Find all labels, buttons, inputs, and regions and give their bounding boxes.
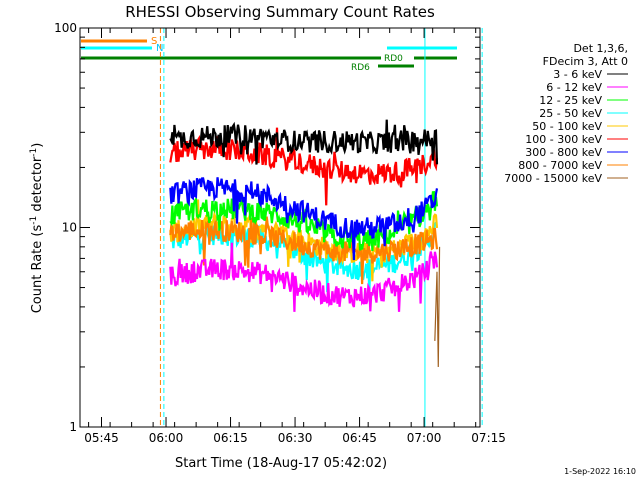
status-label-rd6: RD6 <box>351 63 370 73</box>
y-axis-title: Count Rate (s-1 detector-1) <box>29 143 45 314</box>
y-tick-label-10: 10 <box>62 221 77 235</box>
x-tick-label-07-00: 07:00 <box>407 431 442 445</box>
legend-label-7000-15000-kev: 7000 - 15000 keV <box>504 172 602 185</box>
status-label-night: N <box>156 43 163 54</box>
vertical-markers-layer <box>159 28 483 427</box>
legend-label-800-7000-kev: 800 - 7000 keV <box>518 159 602 172</box>
y-axis-title-sup-2: -1 <box>29 148 39 157</box>
series-800-7000-kev <box>169 216 439 285</box>
x-tick-label-05-45: 05:45 <box>84 431 119 445</box>
x-tick-label-06-15: 06:15 <box>213 431 248 445</box>
y-tick-label-100: 100 <box>54 21 77 35</box>
legend-label-3-6-kev: 3 - 6 keV <box>553 68 602 81</box>
status-label-rd0: RD0 <box>384 54 403 64</box>
legend-label-12-25-kev: 12 - 25 keV <box>539 94 602 107</box>
y-axis-title-part-1: Count Rate (s <box>30 225 45 314</box>
series-line-3-6-kev <box>169 119 439 165</box>
y-axis-title-part-3: ) <box>30 143 45 148</box>
y-axis-title-sup-1: -1 <box>29 216 39 225</box>
status-bars-layer: S N RD0 RD6 <box>81 36 457 73</box>
series-line-6-12-kev <box>169 242 439 312</box>
y-axis-title-part-2: detector <box>30 156 45 216</box>
series-line-300-800-kev <box>169 177 439 261</box>
legend-label-50-100-kev: 50 - 100 keV <box>532 120 602 133</box>
legend-header-line-1: Det 1,3,6, <box>573 42 628 55</box>
x-axis-title: Start Time (18-Aug-17 05:42:02) <box>175 456 387 471</box>
legend-label-25-50-kev: 25 - 50 keV <box>539 107 602 120</box>
legend-label-300-800-kev: 300 - 800 keV <box>525 146 602 159</box>
chart-title: RHESSI Observing Summary Count Rates <box>125 3 435 21</box>
series-6-12-kev <box>169 242 439 312</box>
series-layer <box>169 119 441 367</box>
axis-ticks-layer: 1 10 100 05:45 06:00 06:15 06:30 06:45 07:00 07:1… <box>54 21 506 445</box>
footer-date: 1-Sep-2022 16:10 <box>564 467 636 476</box>
x-tick-label-06-45: 06:45 <box>342 431 377 445</box>
series-line-7000-15000-kev <box>434 246 441 367</box>
series-7000-15000-kev <box>434 246 441 367</box>
series-100-300-kev <box>169 127 439 206</box>
legend-label-6-12-kev: 6 - 12 keV <box>546 81 602 94</box>
status-label-saa: S <box>151 36 157 47</box>
x-tick-label-06-30: 06:30 <box>278 431 313 445</box>
y-tick-label-1: 1 <box>69 420 77 434</box>
series-line-800-7000-kev <box>169 216 439 285</box>
series-3-6-kev <box>169 119 439 165</box>
legend-header-line-2: FDecim 3, Att 0 <box>543 55 628 68</box>
x-tick-label-06-00: 06:00 <box>149 431 184 445</box>
x-tick-label-07-15: 07:15 <box>471 431 506 445</box>
legend-label-100-300-kev: 100 - 300 keV <box>525 133 602 146</box>
series-line-100-300-kev <box>169 127 439 206</box>
series-300-800-kev <box>169 177 439 261</box>
